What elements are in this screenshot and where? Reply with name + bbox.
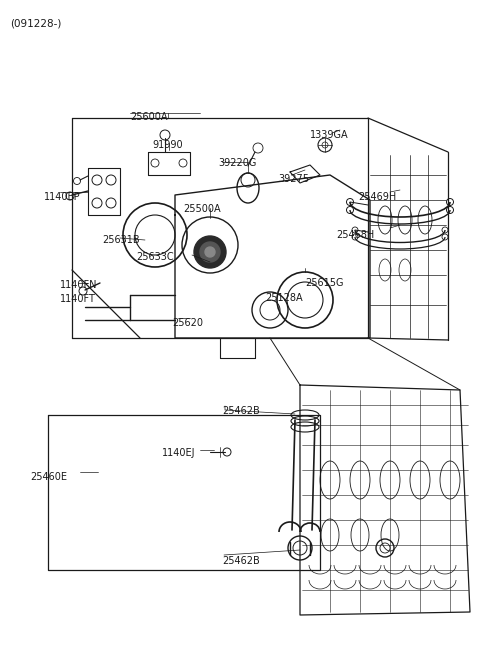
Text: 1140EP: 1140EP bbox=[44, 192, 81, 202]
Text: 25620: 25620 bbox=[172, 318, 203, 328]
Circle shape bbox=[205, 247, 215, 257]
Circle shape bbox=[200, 242, 220, 262]
Text: 39220G: 39220G bbox=[218, 158, 256, 168]
Text: 25469H: 25469H bbox=[358, 192, 396, 202]
Text: 1339GA: 1339GA bbox=[310, 130, 348, 140]
Text: 25500A: 25500A bbox=[183, 204, 221, 214]
Text: 25633C: 25633C bbox=[136, 252, 174, 262]
Text: 25600A: 25600A bbox=[130, 112, 168, 122]
Text: 1140EJ: 1140EJ bbox=[162, 448, 195, 458]
Text: 25128A: 25128A bbox=[265, 293, 302, 303]
Text: 25468H: 25468H bbox=[336, 230, 374, 240]
Text: 25631B: 25631B bbox=[102, 235, 140, 245]
Text: 25460E: 25460E bbox=[30, 472, 67, 482]
Circle shape bbox=[194, 236, 226, 268]
Text: (091228-): (091228-) bbox=[10, 18, 61, 28]
Text: 91990: 91990 bbox=[152, 140, 182, 150]
Text: 39275: 39275 bbox=[278, 174, 309, 184]
Text: 25462B: 25462B bbox=[222, 406, 260, 416]
Text: 1140FN: 1140FN bbox=[60, 280, 97, 290]
Text: 25615G: 25615G bbox=[305, 278, 344, 288]
Text: 25462B: 25462B bbox=[222, 556, 260, 566]
Text: 1140FT: 1140FT bbox=[60, 294, 96, 304]
